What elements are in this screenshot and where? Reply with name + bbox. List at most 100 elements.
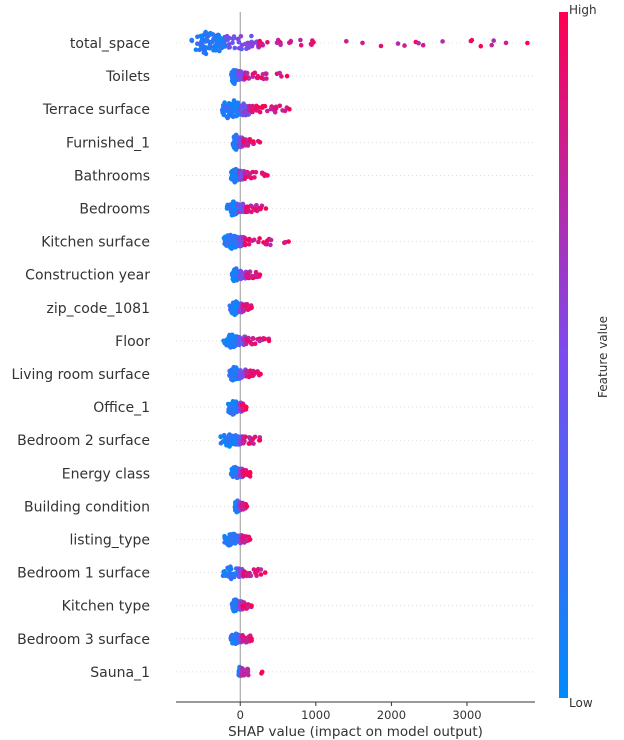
- shap-dot: [234, 366, 240, 372]
- shap-dot: [237, 237, 242, 242]
- shap-dot: [284, 73, 290, 79]
- shap-dot: [230, 114, 236, 120]
- x-axis-title: SHAP value (impact on model output): [228, 724, 483, 740]
- shap-dot: [230, 101, 235, 107]
- feature-label: Bedroom 3 surface: [17, 632, 150, 648]
- shap-dot: [262, 570, 268, 575]
- shap-dot: [278, 42, 283, 47]
- shap-dot: [440, 39, 445, 44]
- shap-dot: [236, 574, 242, 579]
- shap-dot: [247, 471, 253, 476]
- shap-dot: [226, 540, 231, 546]
- shap-dot: [229, 78, 235, 84]
- shap-dot: [229, 401, 235, 406]
- shap-dot: [233, 302, 238, 307]
- shap-dot: [237, 435, 242, 441]
- feature-label: Toilets: [105, 69, 150, 85]
- shap-dot: [259, 669, 265, 675]
- shap-dot: [258, 567, 264, 572]
- shap-dot: [240, 636, 246, 642]
- shap-dot: [249, 209, 254, 215]
- shap-dot: [252, 434, 258, 440]
- shap-dot: [242, 41, 248, 47]
- shap-dot: [224, 435, 230, 441]
- shap-dot: [240, 201, 246, 207]
- shap-dot: [249, 341, 254, 347]
- shap-dot: [242, 472, 247, 478]
- shap-dot: [225, 401, 231, 407]
- feature-label: Energy class: [62, 466, 150, 482]
- shap-dot: [258, 572, 264, 577]
- shap-dot: [240, 604, 245, 609]
- x-tick-label: 0: [237, 708, 244, 722]
- shap-dot: [230, 474, 236, 480]
- shap-dot: [223, 35, 228, 41]
- shap-dot: [199, 34, 204, 39]
- shap-dot: [298, 43, 304, 48]
- shap-dot: [244, 70, 250, 76]
- shap-dot: [246, 441, 252, 446]
- shap-dot: [245, 143, 251, 148]
- shap-dot: [260, 103, 266, 109]
- shap-dot: [233, 607, 238, 613]
- feature-label: Sauna_1: [90, 665, 150, 681]
- shap-dot: [249, 636, 254, 642]
- shap-dot: [478, 43, 484, 49]
- feature-label: Construction year: [25, 268, 150, 284]
- shap-dot: [249, 603, 254, 608]
- shap-dot: [244, 571, 249, 576]
- feature-label: total_space: [70, 36, 150, 52]
- shap-dot: [245, 666, 251, 672]
- shap-dot: [237, 243, 242, 249]
- shap-dot: [232, 45, 238, 51]
- shap-dot: [227, 233, 233, 238]
- shap-dot: [264, 76, 269, 81]
- shap-dot: [228, 336, 234, 341]
- shap-dot: [233, 438, 238, 443]
- shap-dot: [231, 639, 237, 644]
- shap-dot: [253, 207, 258, 213]
- shap-dot: [249, 305, 254, 311]
- shap-dot: [240, 468, 246, 474]
- shap-dot: [238, 34, 244, 39]
- shap-dot: [247, 269, 253, 275]
- shap-dot: [251, 237, 257, 243]
- shap-dot: [230, 168, 236, 174]
- shap-dot: [222, 105, 227, 110]
- shap-dot: [237, 176, 242, 181]
- shap-dot: [226, 574, 232, 579]
- shap-dot: [208, 44, 213, 49]
- shap-dot: [263, 206, 269, 211]
- shap-dot: [254, 75, 260, 80]
- shap-dot: [241, 139, 246, 144]
- shap-dot: [246, 672, 251, 678]
- feature-label: Bedrooms: [79, 202, 150, 218]
- shap-dot: [233, 105, 238, 111]
- shap-dot: [236, 336, 242, 342]
- shap-dot: [221, 108, 226, 114]
- shap-dot: [221, 41, 227, 46]
- shap-dot: [274, 40, 280, 46]
- shap-dots: [189, 29, 530, 678]
- shap-dot: [280, 108, 285, 113]
- shap-dot: [250, 336, 256, 341]
- feature-label: Bedroom 1 surface: [17, 566, 150, 582]
- feature-label: Office_1: [93, 400, 150, 416]
- shap-dot: [265, 40, 270, 45]
- shap-dot: [503, 40, 509, 46]
- shap-dot: [491, 38, 497, 43]
- shap-dot: [242, 75, 248, 81]
- shap-dot: [247, 537, 253, 542]
- feature-label: Furnished_1: [66, 135, 150, 151]
- shap-dot: [250, 108, 255, 114]
- shap-dot: [298, 37, 303, 43]
- shap-dot: [227, 373, 232, 378]
- shap-dot: [244, 170, 249, 176]
- shap-dot: [257, 338, 263, 344]
- shap-dot: [189, 37, 194, 43]
- x-tick-label: 1000: [301, 708, 330, 722]
- shap-dot: [228, 342, 234, 347]
- shap-dot: [247, 138, 253, 143]
- shap-dot: [211, 36, 216, 42]
- shap-dot: [232, 571, 237, 577]
